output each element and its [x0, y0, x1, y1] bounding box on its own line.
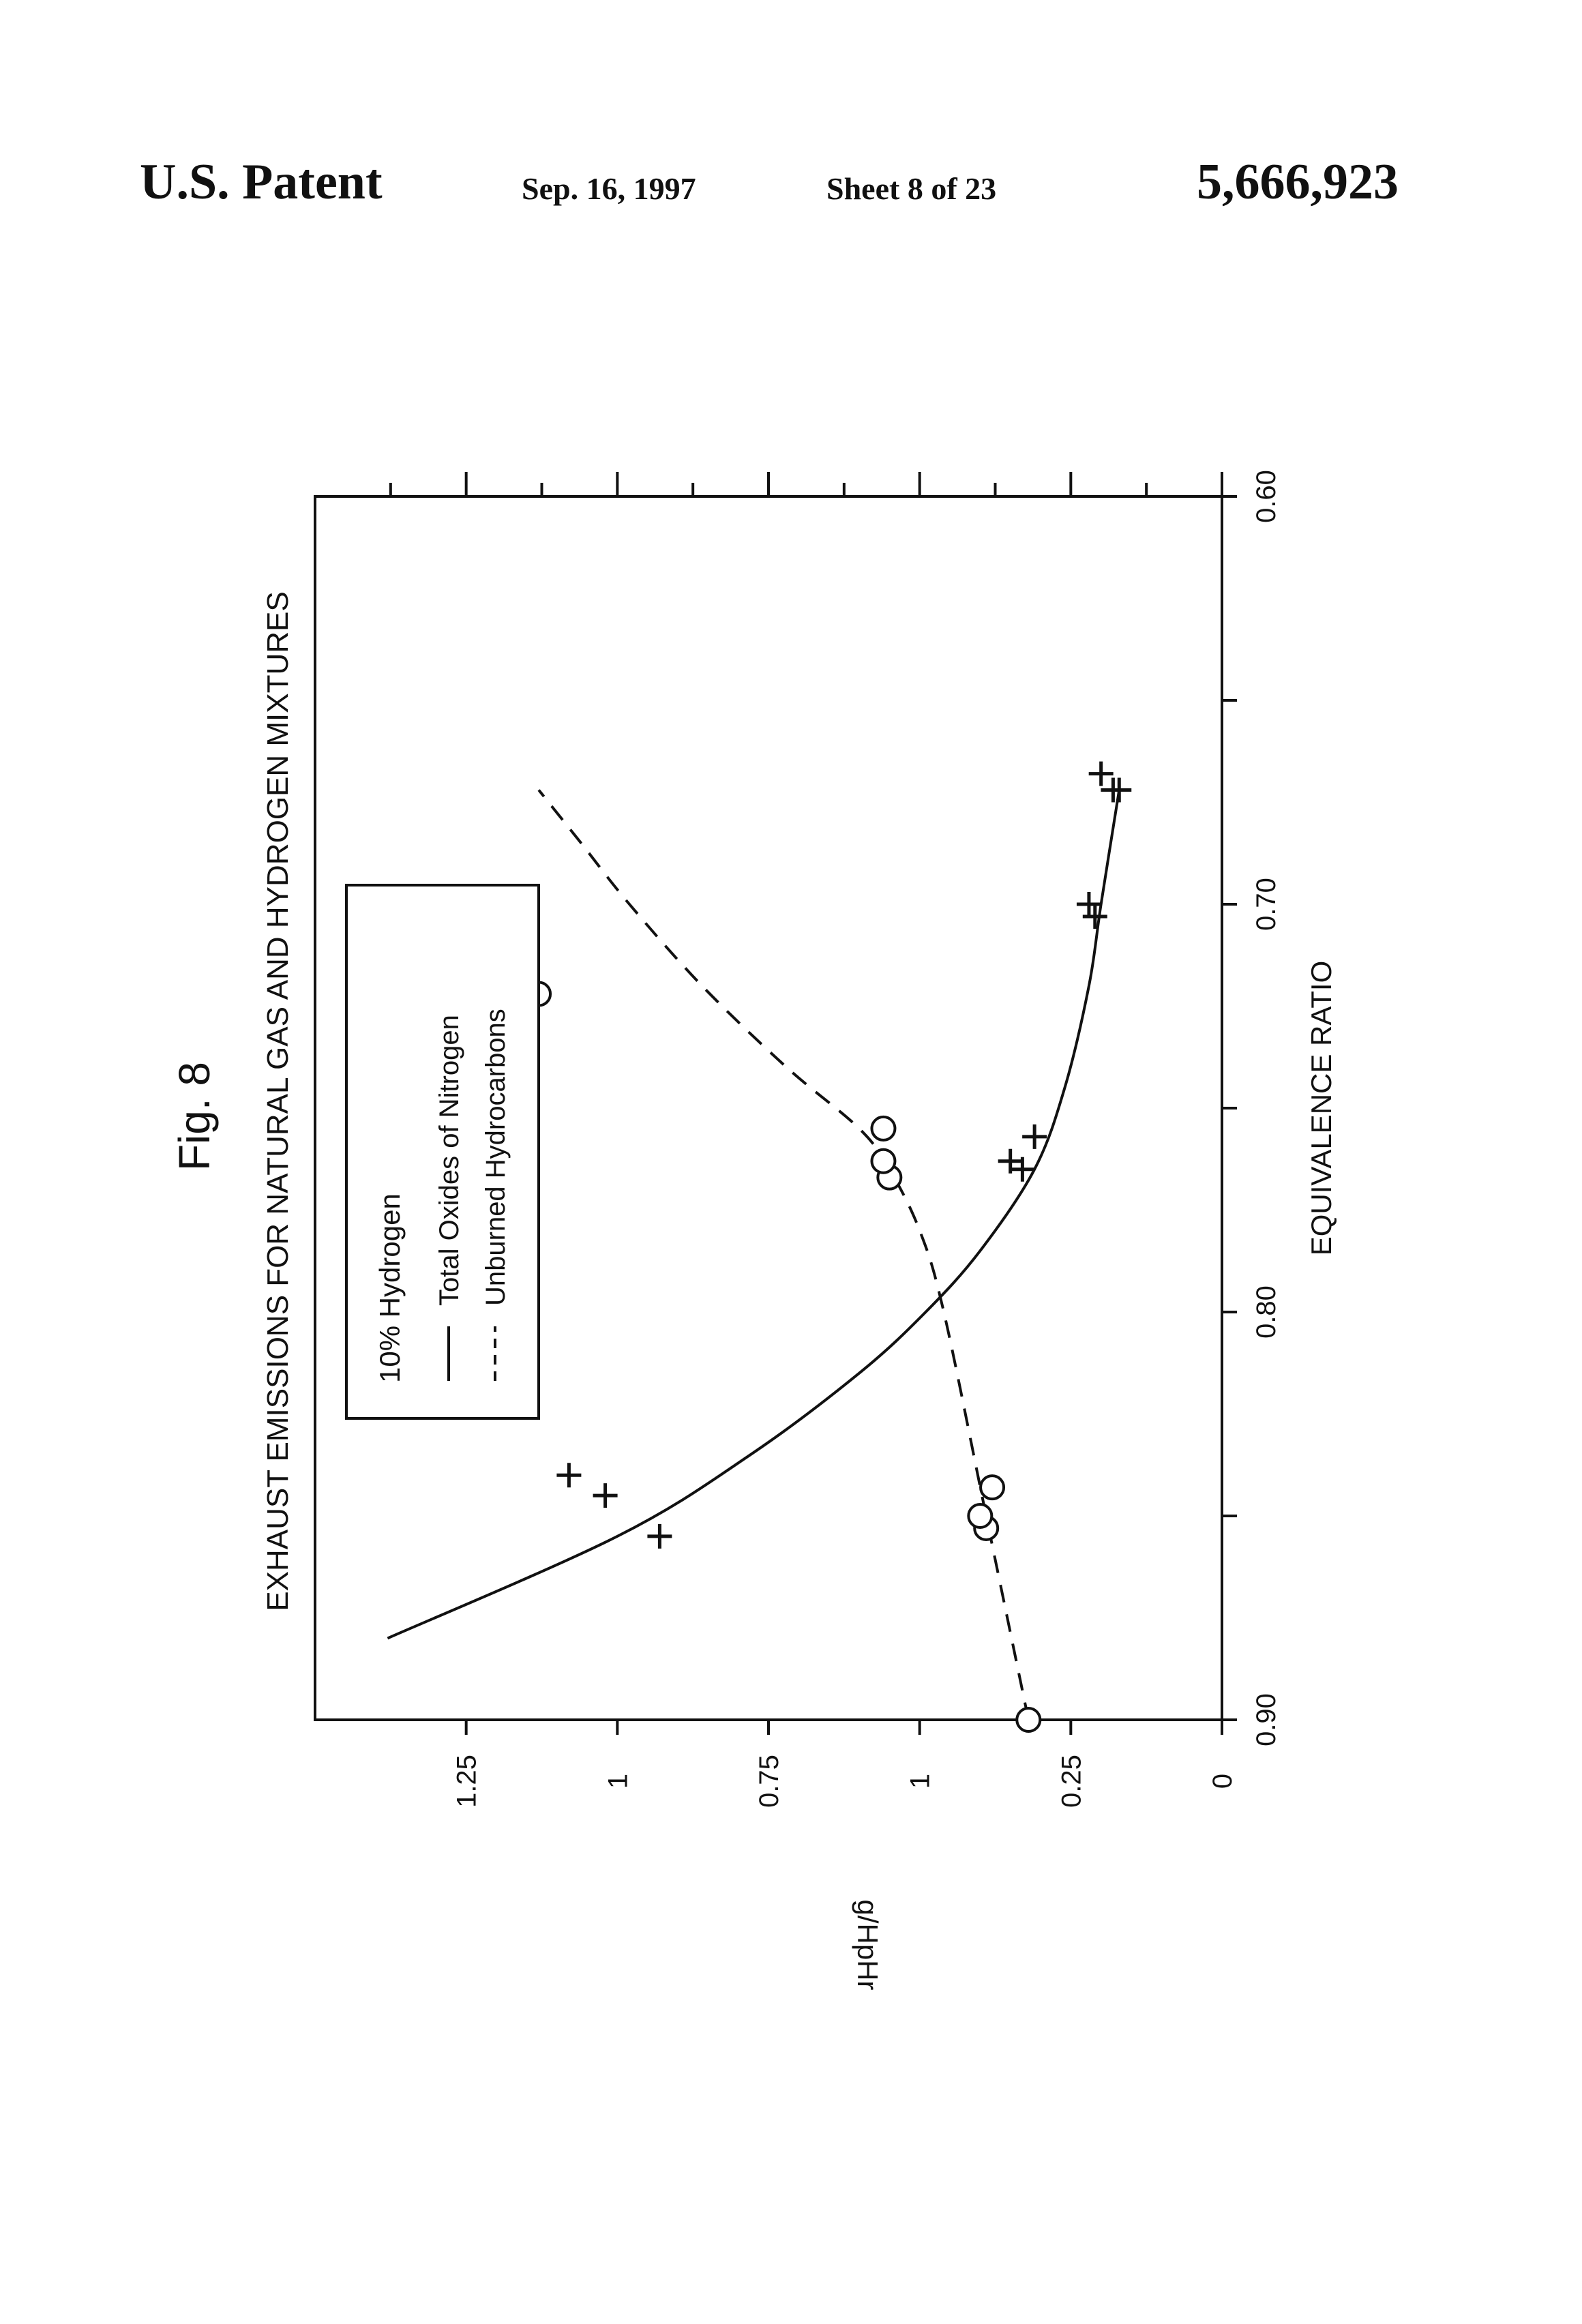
hydrocarbons-point: [968, 1504, 991, 1528]
x-axis-label: EQUIVALENCE RATIO: [1305, 961, 1337, 1256]
y-tick-label: 1: [603, 1774, 633, 1789]
y-tick-label: 1: [906, 1774, 936, 1789]
figure-label: Fig. 8: [170, 1062, 219, 1171]
nitrogen-oxides-point: [556, 1463, 581, 1487]
x-tick-label: 0.90: [1251, 1693, 1281, 1746]
nitrogen-oxides-point: [1107, 778, 1131, 803]
legend-heading: 10% Hydrogen: [374, 1193, 406, 1383]
hydrocarbons-line: [539, 790, 1028, 1720]
legend-entry-label: Total Oxides of Nitrogen: [434, 1015, 464, 1306]
y-tick-label: 0.25: [1056, 1755, 1086, 1808]
nitrogen-oxides-point: [1077, 892, 1101, 917]
nitrogen-oxides-point: [1022, 1124, 1047, 1149]
legend-entry-label: Unburned Hydrocarbons: [481, 1009, 511, 1306]
plot-layer: 0.90 0.80 0.70 0.60 0 0.25 1 0.75 1 1.25 EQUIVALEN…: [170, 470, 1337, 1990]
x-tick-label: 0.60: [1251, 470, 1281, 523]
nitrogen-oxides-point: [1089, 762, 1114, 786]
y-tick-label: 1.25: [452, 1755, 482, 1808]
chart-title: EXHAUST EMISSIONS FOR NATURAL GAS AND HY…: [261, 591, 295, 1611]
y-axis-label: g/HpHr: [852, 1899, 884, 1990]
hydrocarbons-point: [871, 1117, 895, 1140]
hydrocarbons-point: [981, 1476, 1004, 1499]
y-tick-label: 0.75: [754, 1755, 784, 1808]
nitrogen-oxides-point: [647, 1524, 672, 1549]
nitrogen-oxides-point: [593, 1483, 618, 1508]
x-tick-label: 0.70: [1251, 878, 1281, 931]
hydrocarbons-point: [871, 1150, 895, 1173]
x-tick-label: 0.80: [1251, 1285, 1281, 1339]
hydrocarbons-point: [1017, 1708, 1040, 1731]
nitrogen-oxides-point: [1083, 904, 1107, 929]
y-tick-label: 0: [1208, 1774, 1238, 1789]
